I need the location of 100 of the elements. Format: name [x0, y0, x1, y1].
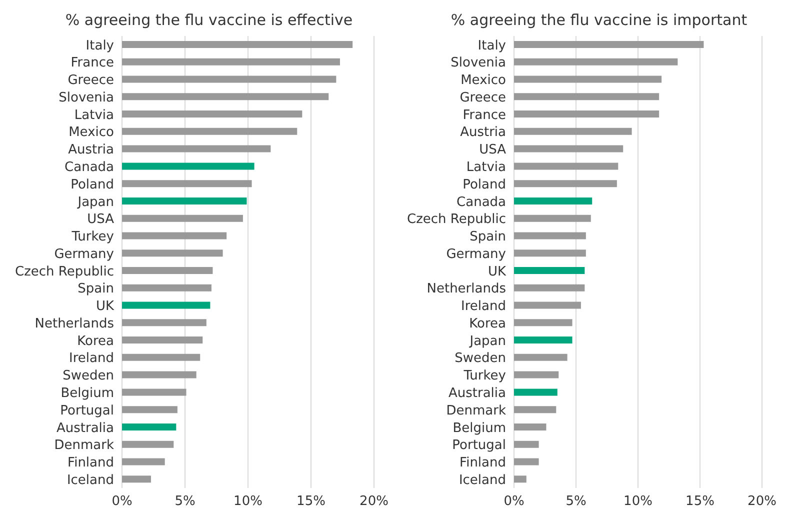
bar [122, 354, 200, 361]
y-tick-label: Canada [456, 194, 506, 210]
bar [122, 406, 178, 414]
bar [122, 319, 206, 326]
y-tick-label: Australia [448, 386, 506, 401]
y-tick-label: Belgium [60, 386, 114, 401]
chart-title: % agreeing the flu vaccine is important [450, 10, 748, 31]
y-tick-label: Italy [478, 38, 506, 54]
bar [514, 58, 678, 66]
x-tick-label: 0% [112, 494, 132, 510]
y-tick-label: Japan [76, 194, 114, 210]
x-tick-label: 15% [296, 494, 326, 510]
y-tick-label: Iceland [66, 472, 114, 488]
bar [122, 197, 247, 204]
bar [514, 458, 539, 466]
y-tick-label: Ireland [461, 299, 506, 314]
bar [514, 354, 568, 361]
y-tick-label: Belgium [452, 420, 506, 436]
y-tick-label: UK [488, 264, 506, 280]
y-tick-label: Netherlands [34, 316, 114, 332]
y-tick-label: Portugal [452, 438, 506, 454]
y-tick-label: Slovenia [58, 90, 114, 106]
bar [514, 406, 556, 414]
bar [122, 423, 176, 430]
bar [122, 302, 210, 309]
bar [514, 197, 592, 204]
bar [122, 58, 340, 66]
y-tick-label: Denmark [446, 403, 506, 418]
y-tick-label: Germany [54, 246, 114, 262]
bar [514, 180, 617, 188]
bar [514, 162, 618, 170]
bar [514, 128, 632, 135]
y-tick-label: Sweden [62, 368, 114, 384]
x-tick-label: 20% [748, 494, 776, 510]
bar [514, 284, 585, 292]
y-tick-label: Slovenia [450, 56, 506, 71]
y-tick-label: Finland [460, 456, 506, 471]
bar [122, 267, 213, 274]
bar [122, 41, 353, 48]
y-tick-label: Austria [68, 142, 114, 158]
y-tick-label: Poland [70, 177, 114, 192]
bar [514, 302, 581, 309]
y-tick-label: Czech Republic [15, 264, 114, 280]
y-tick-label: Sweden [454, 351, 506, 366]
bar [122, 371, 196, 378]
y-tick-label: Mexico [460, 73, 506, 88]
x-tick-label: 10% [624, 494, 652, 510]
y-tick-label: Greece [460, 90, 506, 106]
y-tick-label: Korea [77, 334, 114, 349]
y-tick-label: Portugal [60, 403, 114, 418]
bar [514, 232, 586, 240]
bar [122, 388, 186, 396]
y-tick-label: USA [87, 212, 114, 228]
x-tick-label: 5% [566, 494, 586, 510]
y-tick-label: USA [479, 142, 506, 158]
y-tick-label: Iceland [458, 472, 506, 488]
x-tick-label: 20% [360, 494, 388, 510]
y-tick-label: Italy [86, 38, 114, 54]
y-tick-label: Japan [468, 334, 506, 349]
bar [122, 76, 336, 83]
bar [514, 76, 662, 83]
bar [514, 110, 660, 118]
bar [122, 93, 329, 100]
bar [514, 145, 624, 152]
bar [122, 128, 298, 135]
x-tick-label: 0% [504, 494, 524, 510]
y-tick-label: Latvia [466, 160, 506, 175]
bar [122, 458, 165, 466]
bar [514, 250, 586, 257]
bar [122, 440, 174, 448]
y-tick-label: Poland [462, 177, 506, 192]
y-tick-label: UK [96, 299, 114, 314]
bar [514, 388, 558, 396]
y-tick-label: Canada [64, 160, 114, 175]
y-tick-label: Turkey [462, 368, 506, 384]
bar [122, 162, 254, 170]
bar [122, 232, 227, 240]
y-tick-label: Ireland [69, 351, 114, 366]
y-tick-label: France [462, 108, 506, 123]
bar [514, 423, 546, 430]
y-tick-label: France [70, 56, 114, 71]
bar [514, 371, 559, 378]
bar [514, 214, 591, 222]
y-tick-label: Spain [470, 230, 506, 245]
chart-title: % agreeing the flu vaccine is effective [64, 10, 354, 31]
y-tick-label: Czech Republic [407, 212, 506, 228]
bar [514, 267, 585, 274]
y-tick-label: Germany [446, 246, 506, 262]
y-tick-label: Austria [460, 125, 506, 140]
bar [122, 250, 223, 257]
bar [122, 214, 243, 222]
y-tick-label: Greece [68, 73, 114, 88]
bar [122, 145, 271, 152]
bar [514, 319, 572, 326]
y-tick-label: Korea [469, 316, 506, 332]
y-tick-label: Australia [56, 420, 114, 436]
y-tick-label: Latvia [74, 108, 114, 123]
bar [122, 476, 151, 483]
bar [122, 180, 252, 188]
bar [514, 93, 660, 100]
